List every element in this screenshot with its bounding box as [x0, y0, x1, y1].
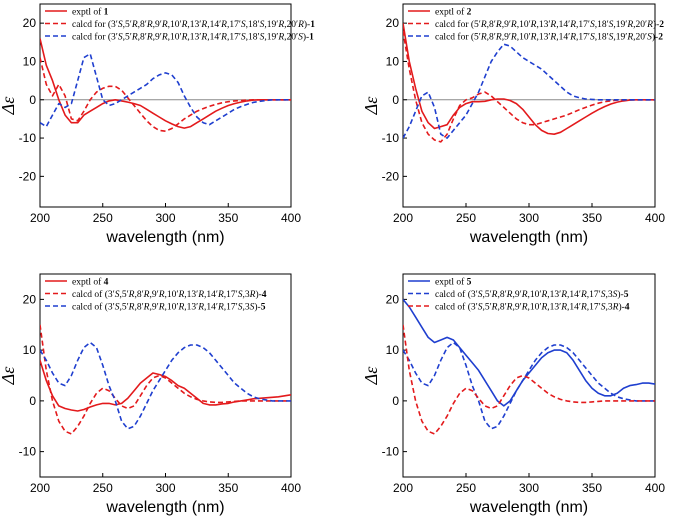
x-tick-label: 350	[582, 211, 602, 225]
x-tick-label: 350	[582, 481, 602, 495]
x-tick-label: 350	[218, 211, 238, 225]
legend-label: calcd of (3′S,5′R,8′R,9′R,10′R,13′R,14′R…	[72, 302, 266, 313]
series-line	[40, 52, 291, 128]
y-tick-label: 0	[392, 93, 399, 107]
x-tick-label: 200	[30, 211, 50, 225]
x-tick-label: 400	[645, 211, 665, 225]
y-tick-label: -20	[19, 169, 37, 183]
x-tick-label: 250	[456, 211, 476, 225]
x-axis-label: wavelength (nm)	[469, 499, 588, 516]
x-tick-label: 300	[155, 211, 175, 225]
x-tick-label: 400	[645, 481, 665, 495]
x-tick-label: 250	[456, 481, 476, 495]
x-axis-label: wavelength (nm)	[469, 229, 588, 246]
legend-label: calcd of (3′S,5′R,8′R,9′R,10′R,13′R,14′R…	[435, 289, 629, 300]
series-line	[40, 57, 291, 132]
legend-label: exptl of 4	[72, 277, 109, 288]
y-tick-label: -10	[382, 131, 400, 145]
x-tick-label: 250	[93, 481, 113, 495]
series-line	[40, 341, 291, 430]
y-tick-label: -10	[19, 445, 37, 459]
series-line	[403, 341, 655, 430]
y-axis-label: Δε	[361, 366, 381, 386]
series-line	[403, 324, 655, 435]
y-tick-label: -10	[19, 131, 37, 145]
legend-label: calcd of (3′S,5′R,8′R,9′R,10′R,13′R,14′R…	[72, 289, 267, 300]
series-line	[403, 43, 655, 139]
y-tick-label: 10	[23, 54, 37, 68]
series-line	[40, 38, 291, 129]
y-tick-label: 10	[386, 343, 400, 357]
y-axis-label: Δε	[361, 96, 381, 116]
y-axis-label: Δε	[0, 96, 18, 116]
legend-label: calcd for (3′S,5′R,8′R,9′R,10′R,13′R,14′…	[72, 32, 314, 43]
y-tick-label: 0	[29, 394, 36, 408]
chart-panel: 200 250 300 350 400 -20 -10 0 10 20 wavelength (nm…	[0, 3, 315, 246]
y-tick-label: 20	[23, 16, 37, 30]
x-tick-label: 350	[218, 481, 238, 495]
chart-panel: 200 250 300 350 400 -10 0 10 20 wavelength (nm) Δε…	[361, 273, 665, 516]
y-tick-label: 0	[392, 394, 399, 408]
series-line	[403, 23, 655, 135]
x-axis-label: wavelength (nm)	[105, 499, 224, 516]
x-tick-label: 250	[93, 211, 113, 225]
chart-panel: 200 250 300 350 400 -20 -10 0 10 20 wavelength (nm…	[361, 3, 665, 246]
y-tick-label: 20	[386, 16, 400, 30]
legend-label: exptl of 2	[435, 7, 472, 18]
legend-label: calcd for (5′R,8′R,9′R,10′R,13′R,14′R,17…	[435, 32, 663, 43]
series-line	[40, 360, 291, 412]
y-tick-label: 10	[386, 54, 400, 68]
x-axis-label: wavelength (nm)	[105, 229, 224, 246]
series-line	[403, 30, 655, 143]
series-line	[403, 298, 655, 407]
x-tick-label: 400	[281, 211, 301, 225]
y-tick-label: -20	[382, 169, 400, 183]
y-tick-label: -10	[382, 445, 400, 459]
legend-label: calcd of (3′S,5′R,8′R,9′R,10′R,13′R,14′R…	[435, 302, 630, 313]
y-tick-label: 20	[23, 292, 37, 306]
y-tick-label: 10	[23, 343, 37, 357]
x-tick-label: 400	[281, 481, 301, 495]
x-tick-label: 200	[393, 211, 413, 225]
x-tick-label: 200	[393, 481, 413, 495]
x-tick-label: 300	[519, 481, 539, 495]
chart-panel: 200 250 300 350 400 -10 0 10 20 wavelength (nm) Δε…	[0, 273, 301, 516]
y-tick-label: 0	[29, 93, 36, 107]
legend-label: exptl of 5	[435, 277, 472, 288]
legend-label: calcd for (3′S,5′R,8′R,9′R,10′R,13′R,14′…	[72, 19, 315, 30]
legend-label: calcd for (5′R,8′R,9′R,10′R,13′R,14′R,17…	[435, 19, 664, 30]
x-tick-label: 300	[155, 481, 175, 495]
x-tick-label: 300	[519, 211, 539, 225]
y-axis-label: Δε	[0, 366, 18, 386]
series-line	[40, 324, 291, 435]
legend-label: exptl of 1	[72, 7, 109, 18]
x-tick-label: 200	[30, 481, 50, 495]
y-tick-label: 20	[386, 292, 400, 306]
